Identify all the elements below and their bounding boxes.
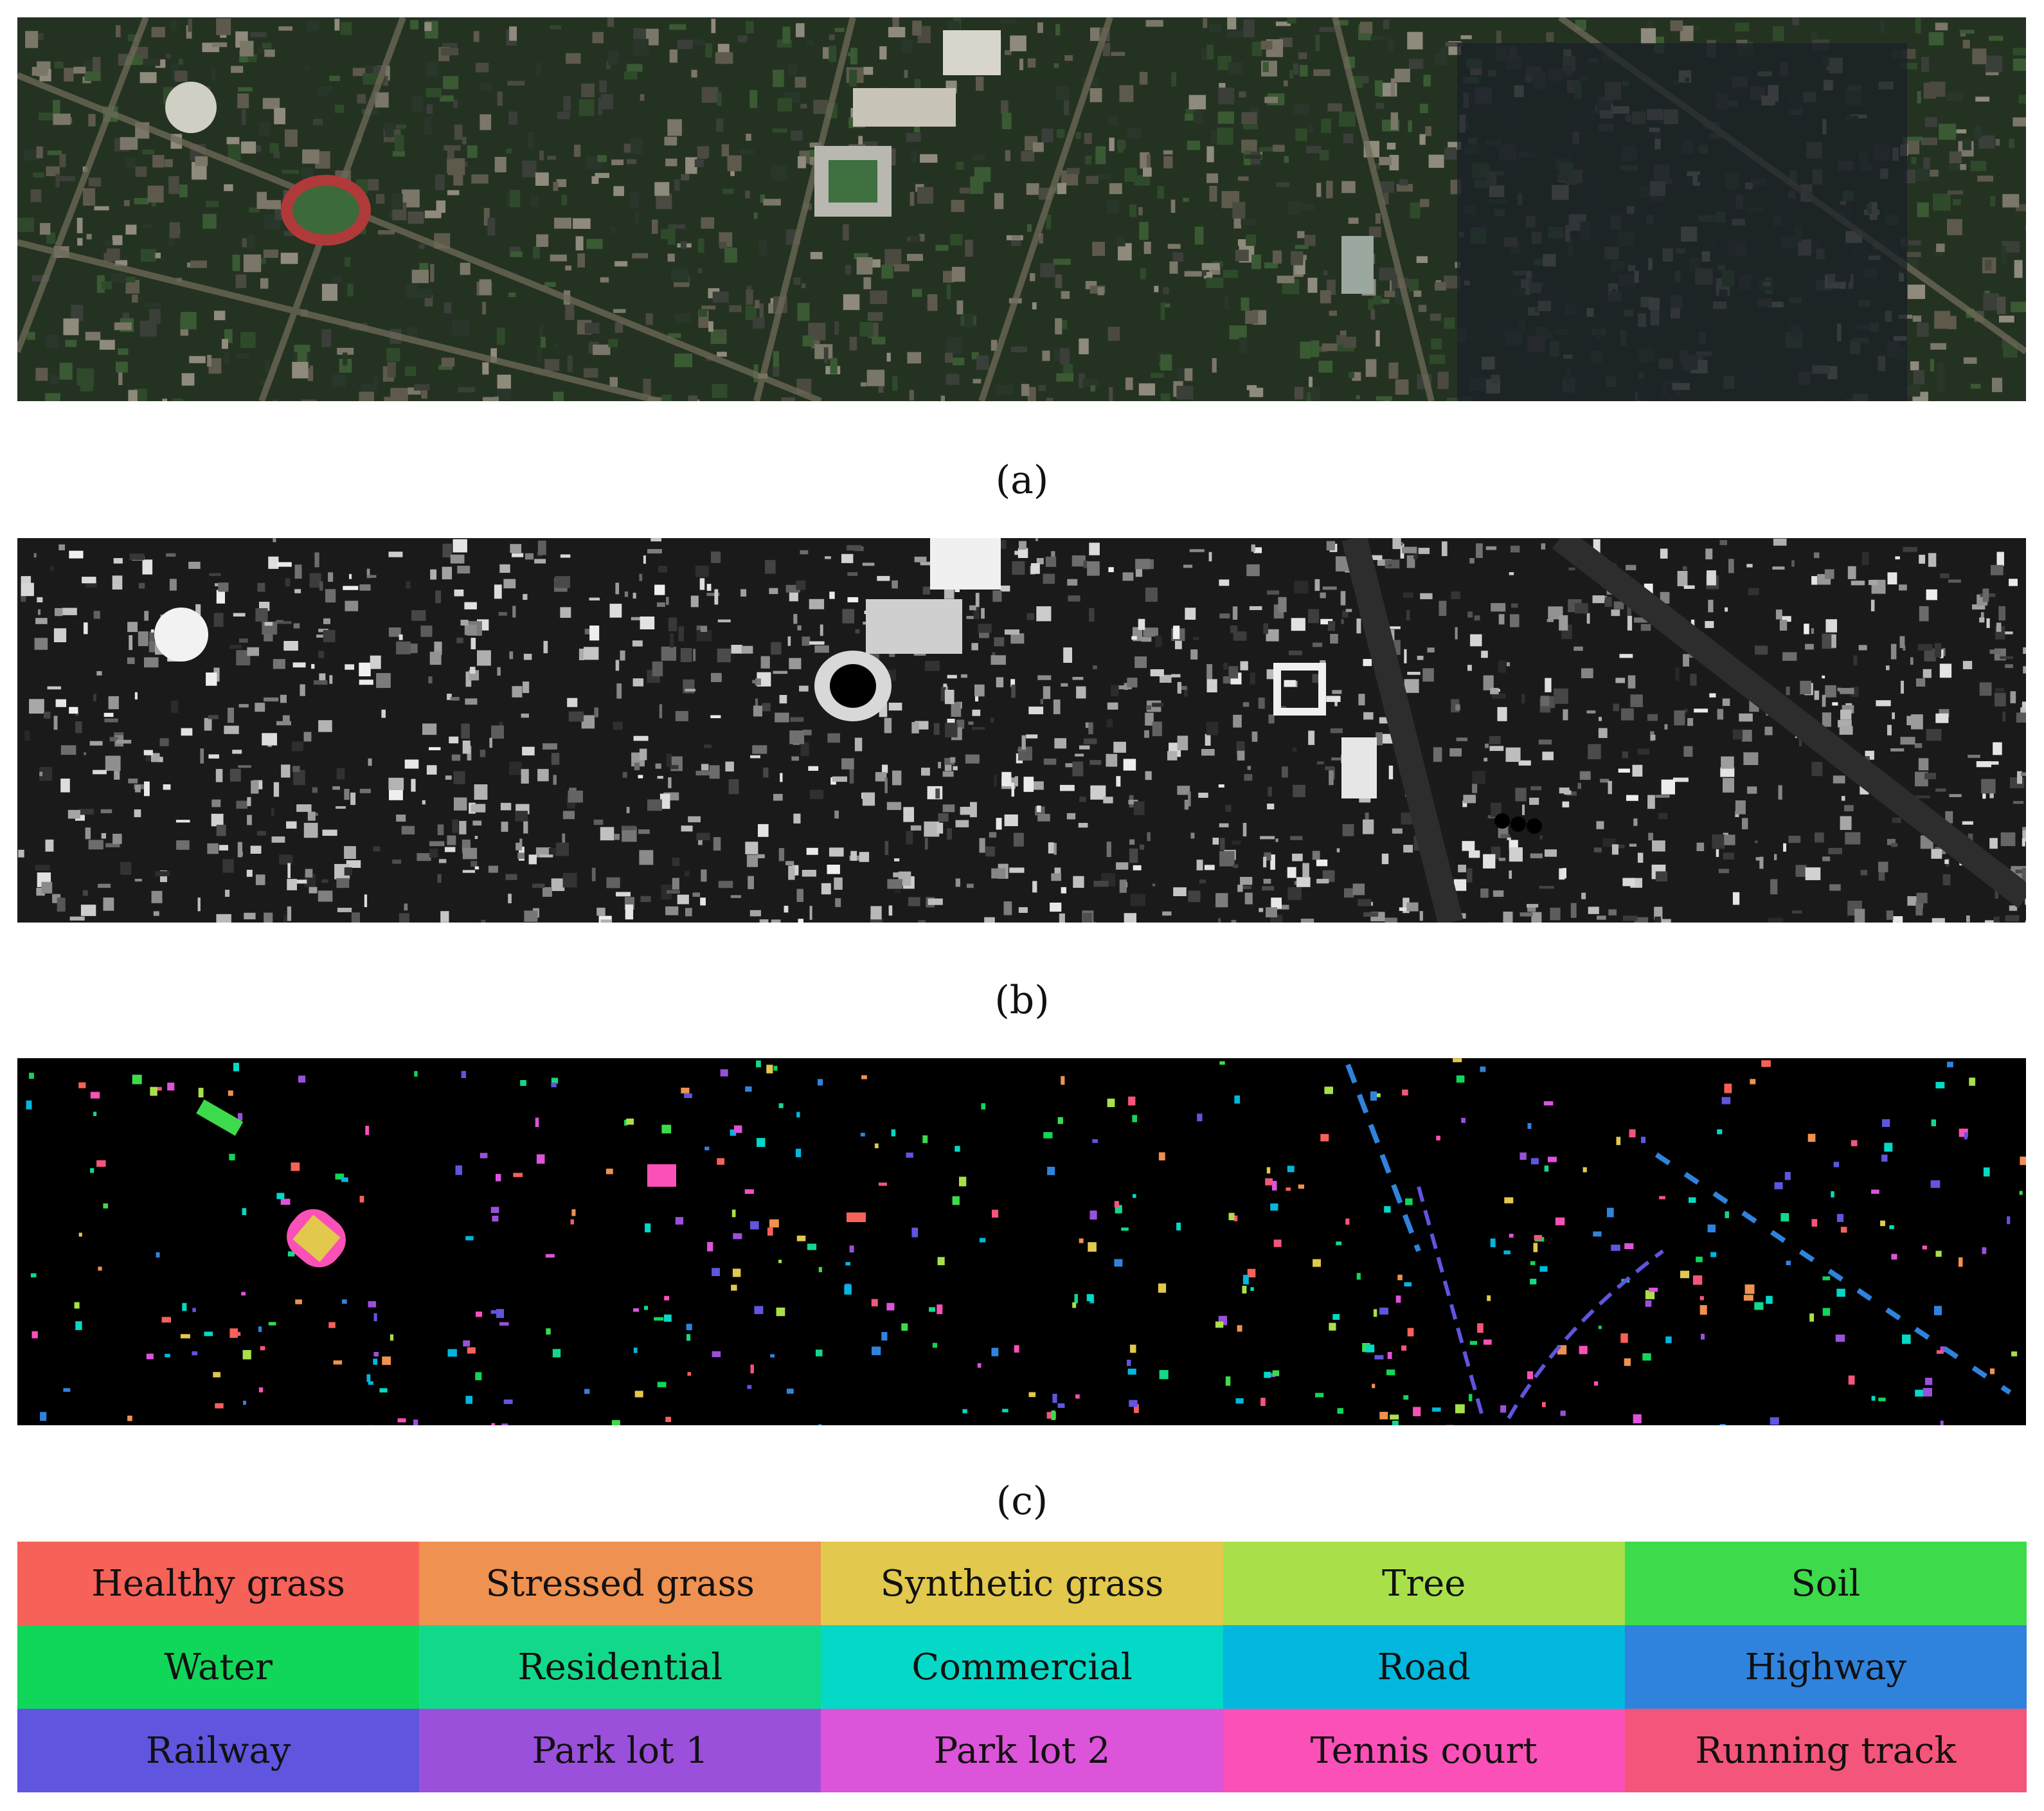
caption-a: (a) [995, 458, 1049, 503]
legend-item-park-lot-2: Park lot 2 [821, 1709, 1223, 1792]
legend-item-healthy-grass: Healthy grass [17, 1542, 420, 1625]
rgb-satellite-svg [17, 17, 2026, 401]
ground-truth-svg [17, 1058, 2026, 1425]
lidar-svg [17, 538, 2026, 923]
legend-item-highway: Highway [1624, 1625, 2027, 1709]
caption-b: (b) [994, 978, 1050, 1023]
round-building [165, 82, 217, 133]
legend-item-synthetic-grass: Synthetic grass [821, 1542, 1223, 1625]
stadium-field [829, 160, 877, 203]
legend-item-commercial: Commercial [821, 1625, 1223, 1709]
legend-item-water: Water [17, 1625, 420, 1709]
legend-item-running-track: Running track [1624, 1709, 2027, 1792]
class-legend: Healthy grass Stressed grass Synthetic gra… [17, 1542, 2027, 1792]
highway-line [1345, 1063, 1421, 1252]
legend-item-park-lot-1: Park lot 1 [419, 1709, 821, 1792]
ground-truth-class-map [17, 1058, 2026, 1425]
round-building-lidar [154, 608, 208, 662]
synthetic-grass-region [292, 1214, 341, 1263]
caption-c: (c) [996, 1479, 1048, 1524]
legend-item-residential: Residential [419, 1625, 821, 1709]
legend-item-railway: Railway [17, 1709, 420, 1792]
class-pixels [26, 1058, 2026, 1425]
track-infield [292, 186, 359, 235]
legend-item-soil: Soil [1624, 1542, 2027, 1625]
rgb-satellite-image [17, 17, 2026, 401]
tennis-courts [647, 1164, 676, 1187]
shadow-region [1457, 43, 1907, 401]
soil-patch [196, 1099, 244, 1136]
highway-line-right [1654, 1152, 2012, 1395]
lidar-grayscale-image [17, 538, 2026, 923]
building-heights [18, 538, 2026, 923]
legend-item-road: Road [1223, 1625, 1625, 1709]
highway-strips [1341, 538, 2026, 923]
legend-item-stressed-grass: Stressed grass [419, 1542, 821, 1625]
railway-line [1417, 1186, 1664, 1419]
legend-item-tennis-court: Tennis court [1223, 1709, 1625, 1792]
legend-item-tree: Tree [1223, 1542, 1625, 1625]
